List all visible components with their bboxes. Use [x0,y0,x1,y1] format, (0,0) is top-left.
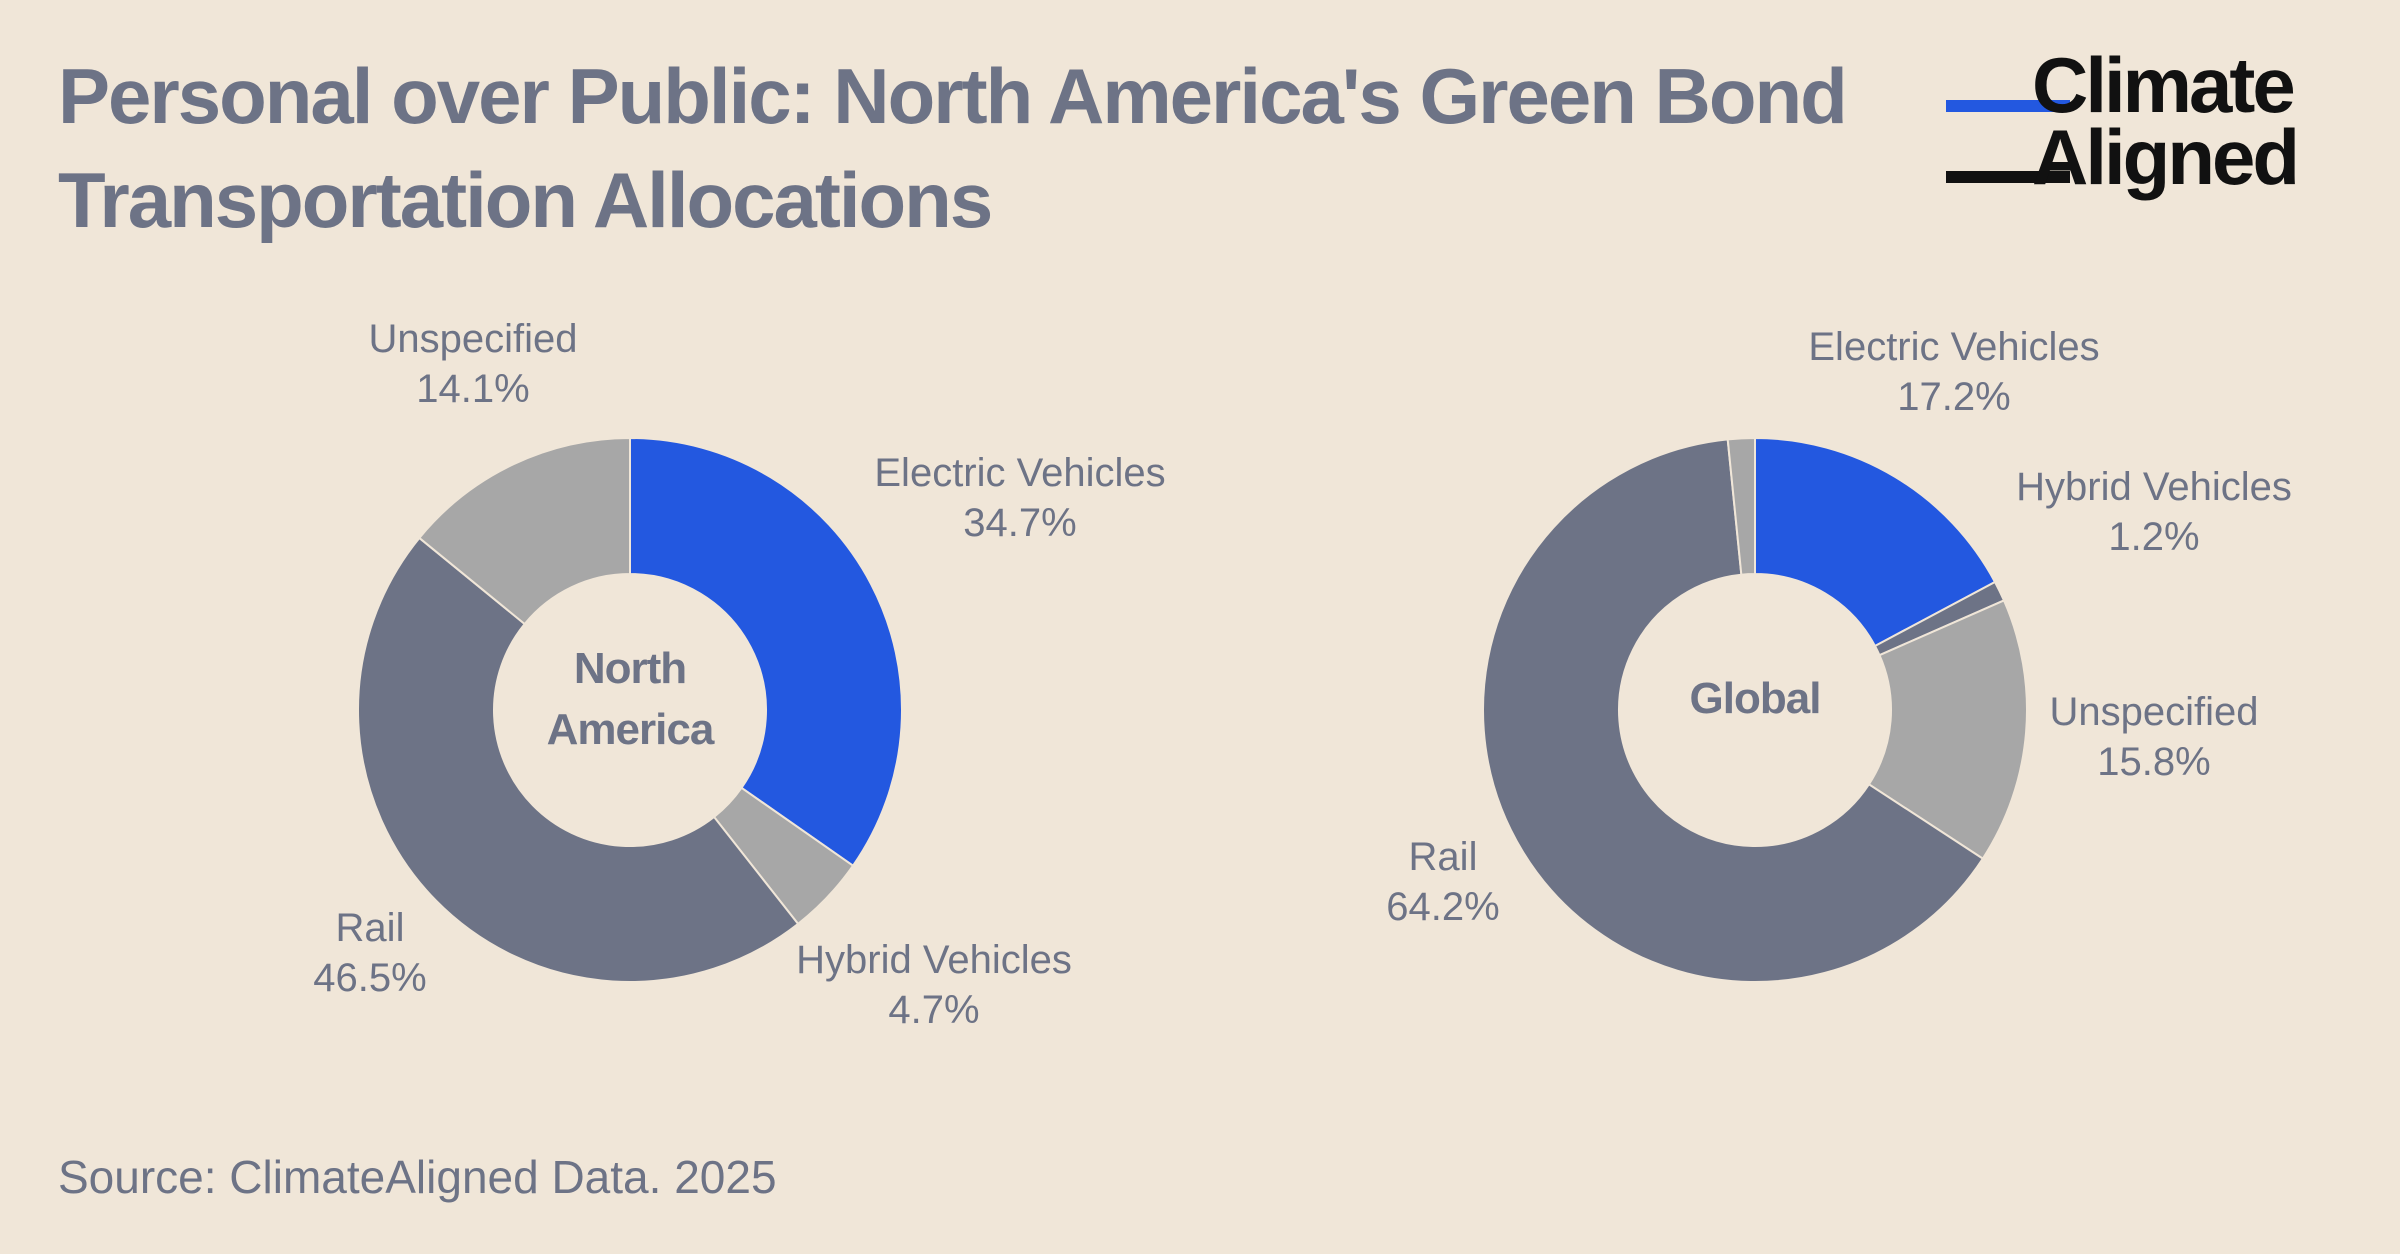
global-label-unspecified: Unspecified [2049,690,2258,734]
global-label-electric-vehicles: Electric Vehicles [1808,325,2099,369]
logo-word-aligned: Aligned [2032,113,2300,201]
global-slice-rail [1482,438,1985,983]
north-america-slice-unspecified [417,436,631,626]
north-america-label-electric-vehicles: Electric Vehicles [874,451,1165,495]
north-america-value-rail: 46.5% [313,956,426,1000]
global-value-unspecified: 15.8% [2097,740,2210,784]
global-label-rail: Rail [1409,835,1478,879]
north-america-value-electric-vehicles: 34.7% [963,501,1076,545]
north-america-slice-electric-vehicles [629,436,903,868]
north-america-label-hybrid-vehicles: Hybrid Vehicles [796,938,1072,982]
logo-word-climate: Climate [2032,41,2296,129]
global-donut: Electric Vehicles 17.2% Hybrid Vehicles 1.2… [1386,325,2292,983]
north-america-donut: Electric Vehicles 34.7% Hybrid Vehicles 4.7… [313,317,1165,1032]
global-center-label: Global [1690,674,1821,723]
global-label-hybrid-vehicles: Hybrid Vehicles [2016,465,2292,509]
north-america-label-rail: Rail [336,906,405,950]
climate-aligned-logo: Climate Aligned [1940,44,2340,204]
chart-title: Personal over Public: North America's Gr… [58,52,1848,244]
source-note: Source: ClimateAligned Data. 2025 [58,1151,777,1203]
north-america-center-label: America [547,705,715,754]
global-value-electric-vehicles: 17.2% [1897,375,2010,419]
logo-black-bar [1946,171,2070,183]
north-america-slice-rail [357,536,800,983]
global-value-hybrid-vehicles: 1.2% [2108,515,2199,559]
global-slice-electric-vehicles [1754,436,1997,648]
north-america-value-unspecified: 14.1% [416,367,529,411]
global-value-rail: 64.2% [1386,885,1499,929]
logo-blue-bar [1946,100,2070,112]
north-america-value-hybrid-vehicles: 4.7% [888,988,979,1032]
north-america-center-label: North [574,644,686,693]
global-slice-unlabeled [1726,436,1756,576]
global-slice-unspecified [1867,599,2028,861]
north-america-label-unspecified: Unspecified [368,317,577,361]
